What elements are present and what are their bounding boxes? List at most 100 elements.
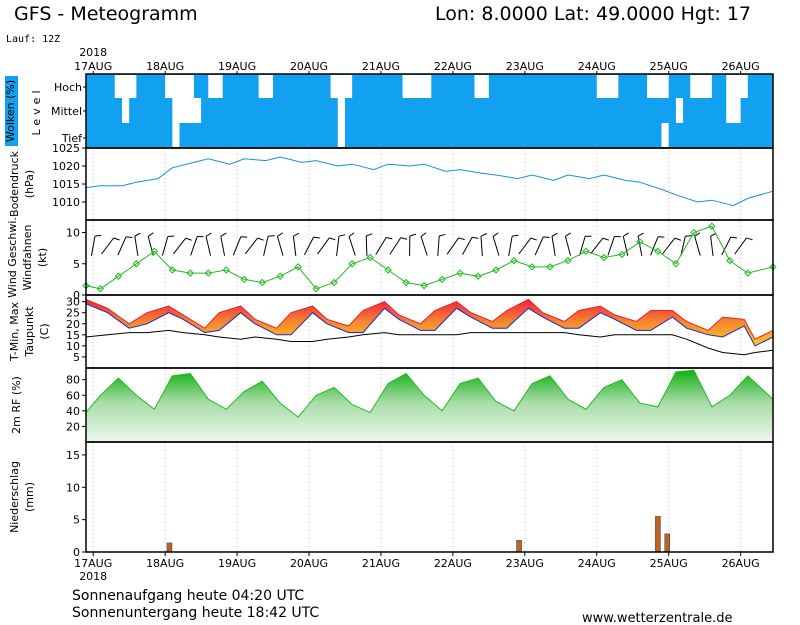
date-label-bottom: 23AUG xyxy=(506,557,544,570)
wind-barb-flag xyxy=(694,232,701,237)
wind-barb-flag xyxy=(658,236,665,238)
wind-speed-point xyxy=(582,247,590,255)
ytick-label-precip-15: 15 xyxy=(66,449,80,462)
wind-barb xyxy=(721,236,732,256)
wind-barb-flag xyxy=(637,232,644,237)
tmin-line xyxy=(85,303,774,347)
source-link[interactable]: www.wetterzentrale.de xyxy=(582,611,732,625)
wind-speed-point xyxy=(546,263,554,271)
wind-barb xyxy=(564,236,572,256)
wind-barb-flag xyxy=(551,232,558,237)
wind-barb xyxy=(292,236,297,256)
wind-speed-point xyxy=(114,272,123,280)
date-label-top: 21AUG xyxy=(362,60,400,73)
wind-barb xyxy=(694,236,701,256)
ytick-label-temperature-25: 25 xyxy=(66,307,80,320)
date-label-top: 17AUG xyxy=(74,60,112,73)
wind-barb-flag xyxy=(197,236,204,238)
panel-label-clouds-0: Wolken (%) xyxy=(4,80,17,142)
wind-barb-flag xyxy=(220,232,227,237)
wind-barb xyxy=(734,237,747,255)
wind-barb-flag xyxy=(530,237,537,241)
wind-barb-flag xyxy=(674,237,681,241)
date-label-top: 18AUG xyxy=(146,60,184,73)
wind-barb-flag xyxy=(167,235,175,237)
wind-barb-flag xyxy=(240,236,248,238)
date-label-top: 22AUG xyxy=(434,60,472,73)
panel-label-precip-0: Niederschlag xyxy=(8,461,21,533)
cloud-gap-hoch-3 xyxy=(258,75,274,98)
wind-speed-point xyxy=(726,256,734,265)
wind-speed-point xyxy=(186,269,195,277)
humidity-line xyxy=(85,369,774,418)
panel-label-pressure-0: Bodendruck xyxy=(8,150,21,217)
wind-speed-point xyxy=(769,263,777,271)
panel-frame-precip xyxy=(85,441,774,553)
wind-barb-flag xyxy=(409,233,417,237)
sunset-text: Sonnenuntergang heute 18:42 UTC xyxy=(72,605,319,621)
run-label: Lauf: 12Z xyxy=(6,34,60,45)
ytick-label-pressure-1025: 1025 xyxy=(52,142,80,155)
precip-bar xyxy=(664,533,671,553)
date-label-top: 25AUG xyxy=(650,60,688,73)
wind-barb xyxy=(461,236,473,255)
ytick-label-wind-5: 5 xyxy=(73,258,80,271)
wind-barb-flag xyxy=(268,235,275,237)
wind-speed-point xyxy=(402,278,410,287)
wind-barb-flag xyxy=(185,237,192,241)
ytick-label-wind-10: 10 xyxy=(66,227,80,240)
wind-barb xyxy=(172,237,187,255)
wind-barb xyxy=(161,236,169,256)
wind-barb-flag xyxy=(730,236,738,239)
wind-barb-flag xyxy=(400,237,408,240)
cloud-level-mittel: Mittel xyxy=(51,105,82,118)
wind-speed-point xyxy=(276,272,284,280)
panel-label-temperature-1: Taupunkt xyxy=(23,306,36,358)
date-label-bottom: 19AUG xyxy=(218,557,256,570)
wind-barb xyxy=(190,236,198,256)
cloud-gap-mittel-3 xyxy=(675,98,684,123)
wind-barb-flag xyxy=(147,232,154,237)
wind-barb xyxy=(579,236,586,256)
wind-barb-flag xyxy=(458,237,465,241)
wind-barb xyxy=(317,237,330,255)
wind-barb xyxy=(492,236,500,256)
wind-barb xyxy=(622,236,629,256)
ytick-label-temperature-5: 5 xyxy=(73,351,80,364)
wind-barb-flag xyxy=(366,233,373,237)
year-label-top: 2018 xyxy=(79,46,107,59)
date-label-bottom: 22AUG xyxy=(434,557,472,570)
date-label-top: 19AUG xyxy=(218,60,256,73)
wind-speed-point xyxy=(744,269,752,277)
wind-barb-flag xyxy=(134,232,141,237)
precip-bar xyxy=(516,540,522,553)
wind-speed-point xyxy=(690,228,698,237)
date-label-bottom: 25AUG xyxy=(650,557,688,570)
wind-barb-flag xyxy=(348,232,355,237)
date-label-bottom: 21AUG xyxy=(362,557,400,570)
cloud-gap-mittel-2 xyxy=(337,98,345,123)
wind-barb xyxy=(650,236,659,256)
temperature-range-band xyxy=(86,299,773,346)
ytick-label-pressure-1010: 1010 xyxy=(52,196,80,209)
cloud-gap-tief-0 xyxy=(172,123,180,147)
precip-bar xyxy=(166,542,173,553)
cloud-gap-hoch-4 xyxy=(330,75,353,98)
wind-barb xyxy=(205,236,212,256)
wind-barb xyxy=(117,236,127,256)
panel-label-precip-1: (mm) xyxy=(23,482,36,512)
wind-barb xyxy=(389,237,402,255)
cloud-gap-hoch-10 xyxy=(726,75,748,98)
cloud-gap-tief-1 xyxy=(337,123,345,147)
wind-speed-point xyxy=(600,253,608,262)
wind-barb xyxy=(508,236,513,256)
ytick-label-temperature-15: 15 xyxy=(66,329,80,342)
cloud-gap-hoch-9 xyxy=(690,75,712,98)
cloud-level-tief: Tief xyxy=(61,132,83,145)
wind-speed-point xyxy=(150,247,159,255)
wind-barb-flag xyxy=(293,232,300,237)
ytick-label-humidity-60: 60 xyxy=(66,389,80,402)
wind-barb xyxy=(607,236,615,256)
wind-speed-point xyxy=(456,269,464,277)
